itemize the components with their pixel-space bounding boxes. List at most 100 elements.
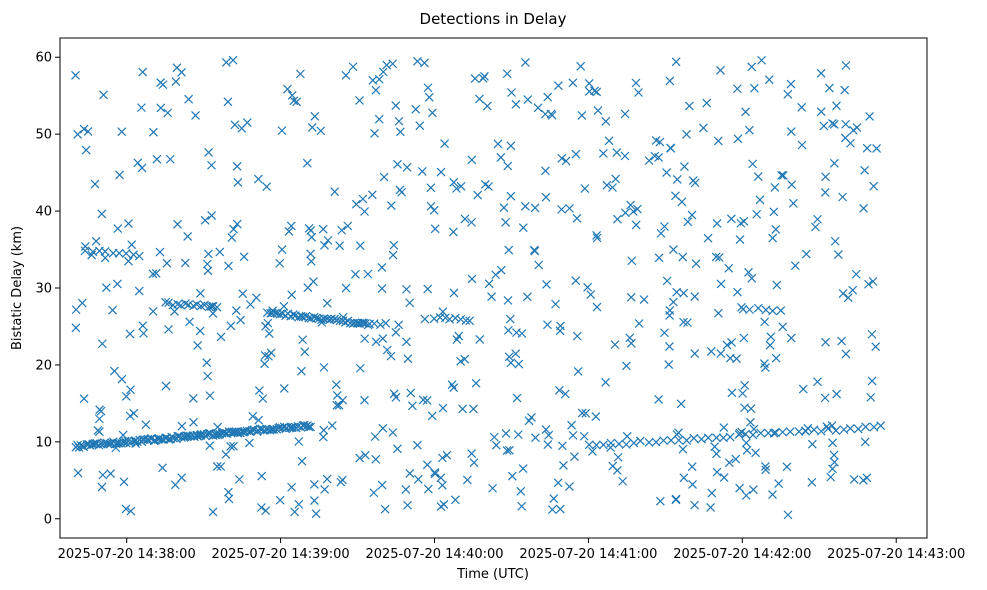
detection-marker: [601, 116, 611, 126]
detection-marker: [841, 119, 851, 129]
detection-marker: [371, 454, 381, 464]
detection-marker: [193, 431, 202, 441]
detection-marker: [746, 417, 755, 427]
detection-marker: [403, 500, 412, 510]
detection-marker: [672, 175, 682, 184]
detection-marker: [740, 380, 750, 390]
x-tick-label: 2025-07-20 14:40:00: [365, 547, 503, 562]
detection-marker: [829, 158, 839, 168]
detection-marker: [117, 374, 127, 384]
detection-marker: [755, 195, 765, 205]
detection-marker: [598, 440, 608, 450]
detection-marker: [732, 354, 741, 364]
detection-marker: [813, 377, 822, 387]
detection-marker: [371, 337, 381, 347]
detection-marker: [377, 284, 387, 293]
detection-marker: [221, 449, 231, 459]
detection-marker: [551, 299, 560, 309]
detection-marker: [540, 109, 550, 119]
detection-marker: [549, 494, 559, 503]
detection-marker: [452, 335, 462, 344]
detection-marker: [752, 209, 762, 219]
detection-marker: [666, 143, 676, 153]
detection-marker: [698, 123, 708, 133]
detection-marker: [860, 165, 870, 175]
detection-marker: [738, 388, 748, 398]
detection-marker: [719, 473, 729, 483]
detection-marker: [655, 496, 665, 506]
detection-marker: [744, 267, 753, 277]
detection-marker: [83, 127, 93, 136]
detection-marker: [307, 122, 317, 132]
detection-marker: [112, 279, 122, 289]
detection-marker: [612, 466, 622, 475]
detection-marker: [724, 458, 734, 468]
detection-marker: [233, 428, 243, 437]
detection-marker: [727, 338, 737, 347]
detection-marker: [141, 420, 151, 430]
detection-marker: [355, 453, 365, 463]
detection-marker: [288, 310, 298, 320]
detection-marker: [753, 303, 763, 313]
detection-marker: [226, 442, 235, 451]
detection-marker: [760, 363, 770, 373]
detection-marker: [257, 471, 267, 481]
detection-marker: [380, 504, 390, 514]
detection-marker: [108, 305, 118, 315]
detection-marker: [679, 317, 688, 327]
detection-marker: [543, 92, 553, 102]
detection-marker: [184, 94, 194, 104]
detection-marker: [644, 156, 654, 166]
detection-marker: [335, 241, 345, 251]
detection-marker: [427, 411, 437, 421]
detection-marker: [423, 484, 433, 494]
detection-marker: [634, 88, 643, 97]
detection-marker: [829, 119, 839, 129]
detection-marker: [522, 292, 532, 302]
detection-marker: [733, 287, 742, 297]
detection-marker: [251, 293, 261, 303]
detection-marker: [148, 306, 158, 316]
detection-marker: [610, 340, 620, 350]
detection-marker: [97, 209, 107, 219]
detection-marker: [254, 386, 264, 395]
detection-marker: [668, 245, 678, 255]
detection-marker: [482, 101, 492, 111]
detection-marker: [188, 394, 198, 403]
detection-marker: [467, 217, 476, 227]
detection-marker: [469, 458, 479, 468]
detection-marker: [97, 482, 107, 492]
detection-marker: [165, 154, 175, 164]
detection-marker: [825, 83, 834, 93]
detection-marker: [426, 183, 436, 193]
detection-marker: [275, 258, 285, 268]
detection-marker: [848, 285, 858, 295]
detection-marker: [707, 488, 717, 498]
detection-marker: [121, 504, 131, 514]
detection-marker: [827, 421, 837, 431]
detection-marker: [363, 269, 373, 279]
detection-marker: [516, 486, 526, 496]
detection-marker: [774, 479, 784, 489]
detection-marker: [864, 279, 873, 289]
detection-marker: [253, 174, 263, 184]
detection-marker: [530, 203, 540, 213]
detection-marker: [691, 259, 701, 269]
detection-marker: [506, 358, 516, 368]
detection-marker: [872, 144, 882, 153]
detection-marker: [298, 335, 308, 345]
detection-marker: [277, 245, 287, 254]
detection-marker: [710, 442, 720, 452]
detection-marker: [392, 444, 402, 454]
detection-marker: [418, 395, 428, 405]
detection-marker: [843, 293, 853, 303]
detection-marker: [180, 258, 190, 268]
detection-marker: [248, 411, 258, 421]
detection-marker: [223, 97, 233, 107]
detection-marker: [370, 432, 380, 442]
detection-marker: [544, 430, 554, 440]
detection-marker: [584, 87, 594, 96]
detection-marker: [394, 320, 404, 330]
detection-marker: [284, 227, 294, 236]
